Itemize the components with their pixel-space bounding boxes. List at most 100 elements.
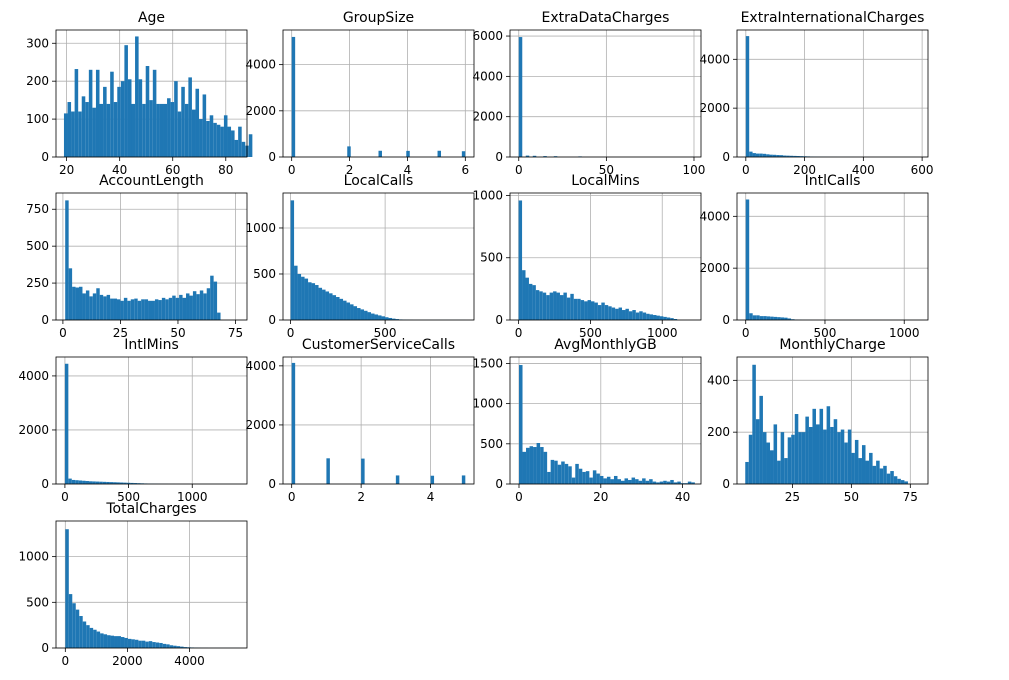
local-mins-bar xyxy=(549,292,554,320)
age-bar xyxy=(227,126,232,157)
account-length-bar xyxy=(72,286,76,320)
extra-data-charges-ytick-label: 6000 xyxy=(472,29,503,43)
intl-mins-bar xyxy=(68,478,72,484)
local-mins-bar xyxy=(622,310,626,320)
extra-international-charges-bar xyxy=(745,36,750,157)
extra-international-charges-bar xyxy=(749,151,753,157)
account-length-xtick-label: 50 xyxy=(170,326,185,340)
total-charges-bar xyxy=(180,646,184,648)
customer-service-calls-xtick-label: 2 xyxy=(357,490,365,504)
group-size-xtick-label: 4 xyxy=(404,163,412,177)
local-mins-xtick-label: 500 xyxy=(579,326,602,340)
age-bar xyxy=(103,86,107,157)
local-mins-bar xyxy=(563,292,567,320)
extra-data-charges-xtick-label: 50 xyxy=(599,163,614,177)
avg-monthly-gb-bar xyxy=(617,479,622,484)
local-mins-bar xyxy=(635,312,640,320)
account-length-bar xyxy=(113,298,117,320)
monthly-charge-bar xyxy=(833,419,838,484)
age-bar xyxy=(63,113,68,157)
avg-monthly-gb-bar xyxy=(575,463,579,484)
local-mins-bar xyxy=(625,308,629,320)
total-charges-bar xyxy=(100,633,104,648)
intl-calls-bar xyxy=(749,313,753,320)
total-charges-bar xyxy=(79,616,83,648)
local-mins-bar xyxy=(597,305,602,320)
local-mins-xtick-label: 1000 xyxy=(647,326,678,340)
total-charges-bar xyxy=(145,641,149,648)
account-length-bar xyxy=(123,297,128,320)
local-calls-bar xyxy=(304,278,309,320)
avg-monthly-gb-bar xyxy=(680,483,685,484)
local-mins-bar xyxy=(618,307,623,320)
local-calls-bar xyxy=(318,287,323,320)
local-calls-bar xyxy=(301,276,305,320)
avg-monthly-gb-bar xyxy=(596,473,600,484)
extra-international-charges-title: ExtraInternationalCharges xyxy=(741,10,925,26)
total-charges-bar xyxy=(127,638,132,648)
monthly-charge-bar xyxy=(840,429,845,484)
local-mins-bar xyxy=(632,310,636,320)
age-bar xyxy=(223,115,228,157)
avg-monthly-gb-bar xyxy=(673,482,678,484)
local-calls-bar xyxy=(308,282,312,320)
monthly-charge-bar xyxy=(883,465,887,484)
extra-international-charges-bar xyxy=(766,154,770,157)
total-charges-bar xyxy=(103,634,108,648)
age-bar xyxy=(81,96,86,157)
total-charges-title: TotalCharges xyxy=(105,501,196,517)
age-bar xyxy=(74,69,79,157)
subplot-total-charges: 0 2000 4000 0 500 1000 TotalCharges xyxy=(18,501,248,668)
intl-mins-bar xyxy=(119,482,124,484)
subplot-intl-calls: 0 500 1000 0 2000 4000 IntlCalls xyxy=(699,173,929,340)
intl-mins-ytick-label: 0 xyxy=(41,477,49,491)
monthly-charge-xtick-label: 75 xyxy=(903,490,918,504)
intl-calls-bar xyxy=(745,199,750,320)
customer-service-calls-ytick-label: 4000 xyxy=(245,359,276,373)
account-length-bar xyxy=(151,300,155,320)
monthly-charge-bar xyxy=(791,434,795,484)
total-charges-xtick-label: 4000 xyxy=(174,654,205,668)
monthly-charge-bar xyxy=(773,424,778,484)
extra-international-charges-bar xyxy=(759,153,763,157)
age-ytick-label: 200 xyxy=(26,74,49,88)
customer-service-calls-ytick-label: 0 xyxy=(268,477,276,491)
total-charges-bar xyxy=(152,642,156,648)
extra-international-charges-bar xyxy=(796,156,800,157)
monthly-charge-xtick-label: 50 xyxy=(844,490,859,504)
avg-monthly-gb-bar xyxy=(631,477,636,484)
local-calls-bar xyxy=(381,316,386,320)
total-charges-xtick-label: 2000 xyxy=(112,654,143,668)
local-calls-bar xyxy=(395,319,400,320)
local-mins-bar xyxy=(518,200,523,320)
monthly-charge-bar xyxy=(879,468,884,484)
intl-calls-axes-frame xyxy=(736,192,929,321)
age-bar xyxy=(159,103,164,157)
extra-international-charges-bar xyxy=(769,154,773,157)
account-length-bar xyxy=(85,290,90,320)
monthly-charge-ytick-label: 400 xyxy=(707,373,730,387)
monthly-charge-bar xyxy=(872,465,877,484)
extra-international-charges-ytick-label: 4000 xyxy=(699,52,730,66)
customer-service-calls-bar xyxy=(361,458,365,484)
monthly-charge-bar xyxy=(847,429,852,484)
monthly-charge-bar xyxy=(897,478,901,484)
intl-calls-bar xyxy=(780,317,785,320)
local-calls-bar xyxy=(371,313,375,320)
intl-mins-bar xyxy=(82,480,86,484)
monthly-charge-bar xyxy=(854,439,859,484)
account-length-ytick-label: 500 xyxy=(26,239,49,253)
age-bar xyxy=(85,102,89,157)
account-length-title: AccountLength xyxy=(99,173,204,189)
monthly-charge-bar xyxy=(759,395,763,484)
total-charges-bar xyxy=(72,603,76,648)
total-charges-bar xyxy=(159,642,163,648)
age-axes-frame xyxy=(55,29,248,158)
intl-mins-bar xyxy=(113,482,117,484)
monthly-charge-bar xyxy=(837,432,841,484)
local-calls-bar xyxy=(374,314,379,320)
local-mins-bar xyxy=(656,315,660,320)
age-bar xyxy=(78,111,82,157)
local-mins-bar xyxy=(577,298,581,320)
